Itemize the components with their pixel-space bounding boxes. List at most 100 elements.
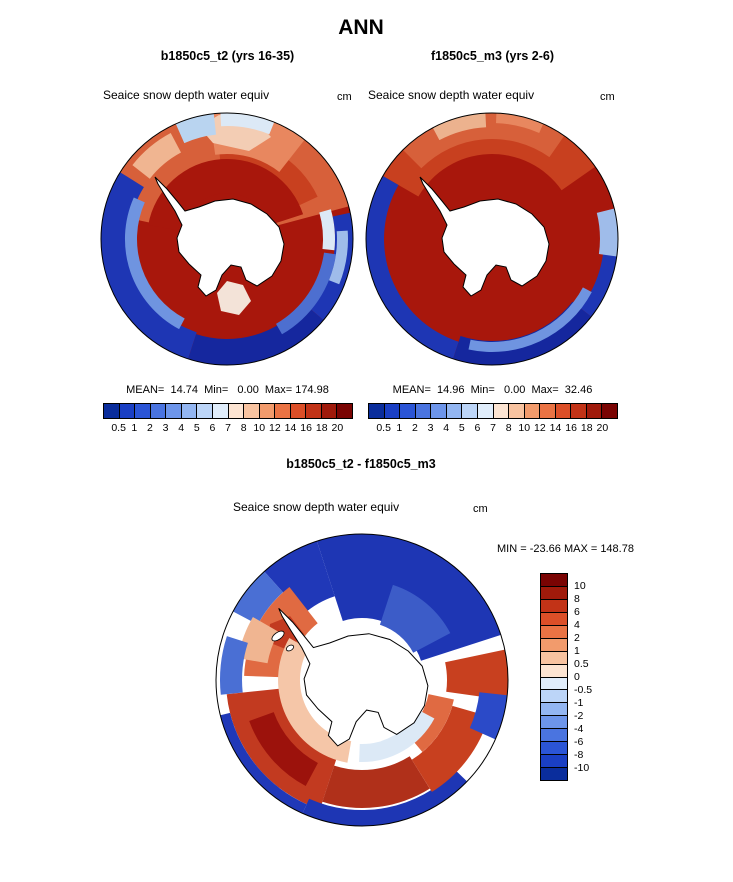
colorbar-right: 0.5 1 2 3 4 5 6 7 8 10 12 14 16 18 20 <box>368 403 618 434</box>
map-difference <box>215 533 509 827</box>
right-panel-subtitle: Seaice snow depth water equiv <box>368 88 535 102</box>
colorbar-tick-label: -2 <box>574 710 584 722</box>
colorbar-tick-label: 6 <box>474 422 481 434</box>
colorbar-tick-label: 16 <box>565 422 577 434</box>
map-right-f1850c5-m3 <box>365 112 619 366</box>
map-left-b1850c5-t2 <box>100 112 354 366</box>
colorbar-box <box>212 404 229 418</box>
colorbar-tick-label: 18 <box>580 422 593 434</box>
colorbar-box <box>541 664 567 678</box>
colorbar-box <box>541 768 567 780</box>
colorbar-box <box>555 404 572 418</box>
colorbar-tick-label: 8 <box>240 422 247 434</box>
colorbar-box <box>541 586 567 600</box>
colorbar-tick-label: 10 <box>253 422 266 434</box>
colorbar-tick-label: 12 <box>269 422 281 434</box>
colorbar-box <box>462 404 478 418</box>
colorbar-box <box>337 404 352 418</box>
colorbar-tick-label: -8 <box>574 749 584 761</box>
colorbar-tick-label: 14 <box>284 422 297 434</box>
colorbar-tick-label: 1 <box>131 422 138 434</box>
colorbar-box <box>541 612 567 626</box>
colorbar-tick-label: 7 <box>225 422 231 434</box>
colorbar-tick-label: 0.5 <box>376 422 391 434</box>
colorbar-tick-label: 0.5 <box>111 422 126 434</box>
colorbar-box <box>541 742 567 756</box>
colorbar-box <box>541 729 567 743</box>
right-panel-title: f1850c5_m3 (yrs 2-6) <box>431 49 554 63</box>
colorbar-tick-label: 4 <box>443 422 450 434</box>
colorbar-tick-label: 6 <box>574 606 580 618</box>
colorbar-box <box>181 404 198 418</box>
colorbar-box <box>228 404 245 418</box>
colorbar-tick-label: 0 <box>574 671 580 683</box>
colorbar-box <box>244 404 260 418</box>
colorbar-box <box>541 599 567 613</box>
colorbar-tick-labels: 10 8 6 4 2 1 0.5 0 -0.5 -1 -2 -4 -6 -8 -10 <box>574 573 608 781</box>
map-art <box>101 113 353 365</box>
colorbar-box <box>306 404 322 418</box>
colorbar-tick-label: 3 <box>427 422 434 434</box>
colorbar-tick-label: 16 <box>300 422 312 434</box>
diff-panel-stats: MIN = -23.66 MAX = 148.78 <box>497 543 634 555</box>
colorbar-box <box>197 404 213 418</box>
colorbar-box <box>541 716 567 730</box>
colorbar-tick-label: 10 <box>574 580 586 592</box>
colorbar-tick-label: 10 <box>518 422 531 434</box>
left-panel-subtitle: Seaice snow depth water equiv <box>103 88 270 102</box>
colorbar-tick-label: 0.5 <box>574 658 589 670</box>
island-outline <box>285 644 295 652</box>
colorbar-box <box>259 404 276 418</box>
antarctica-continent <box>419 176 550 297</box>
colorbar-box <box>541 677 567 691</box>
colorbar-tick-label: -0.5 <box>574 684 593 696</box>
colorbar-box <box>150 404 167 418</box>
colorbar-boxes <box>103 403 353 419</box>
colorbar-tick-label: 5 <box>193 422 200 434</box>
colorbar-box <box>384 404 401 418</box>
map-boundary-circle <box>365 112 619 366</box>
antarctica-continent <box>154 176 285 297</box>
colorbar-box <box>541 574 567 587</box>
colorbar-box <box>586 404 603 418</box>
colorbar-tick-label: 2 <box>411 422 418 434</box>
colorbar-box <box>431 404 447 418</box>
colorbar-tick-label: 20 <box>596 422 609 434</box>
figure-title: ANN <box>338 16 384 39</box>
colorbar-box <box>541 625 567 639</box>
colorbar-box <box>119 404 136 418</box>
colorbar-box <box>321 404 338 418</box>
colorbar-diff: 10 8 6 4 2 1 0.5 0 -0.5 -1 -2 -4 -6 -8 -10 <box>540 573 610 781</box>
colorbar-tick-label: -6 <box>574 736 584 748</box>
antarctica-continent <box>278 607 429 747</box>
colorbar-box <box>541 690 567 704</box>
colorbar-tick-label: 14 <box>549 422 562 434</box>
colorbar-box <box>524 404 541 418</box>
colorbar-tick-label: 18 <box>315 422 328 434</box>
colorbar-box <box>541 638 567 652</box>
colorbar-tick-label: 4 <box>178 422 185 434</box>
colorbar-box <box>446 404 463 418</box>
island-outline <box>271 630 285 642</box>
colorbar-tick-label: 20 <box>331 422 344 434</box>
colorbar-tick-label: 1 <box>396 422 403 434</box>
colorbar-box <box>415 404 432 418</box>
colorbar-tick-label: 1 <box>574 645 580 657</box>
colorbar-box <box>541 755 567 769</box>
colorbar-boxes <box>540 573 568 781</box>
colorbar-tick-label: 2 <box>146 422 153 434</box>
colorbar-boxes <box>368 403 618 419</box>
diff-panel-title: b1850c5_t2 - f1850c5_m3 <box>286 457 436 471</box>
map-boundary-circle <box>100 112 354 366</box>
colorbar-tick-label: 8 <box>505 422 512 434</box>
colorbar-tick-label: 3 <box>162 422 169 434</box>
colorbar-box <box>477 404 494 418</box>
colorbar-box <box>275 404 291 418</box>
colorbar-left: 0.5 1 2 3 4 5 6 7 8 10 12 14 16 18 20 <box>103 403 353 434</box>
colorbar-box <box>135 404 151 418</box>
colorbar-box <box>400 404 416 418</box>
colorbar-tick-label: 4 <box>574 619 580 631</box>
colorbar-box <box>166 404 182 418</box>
colorbar-box <box>541 651 567 665</box>
